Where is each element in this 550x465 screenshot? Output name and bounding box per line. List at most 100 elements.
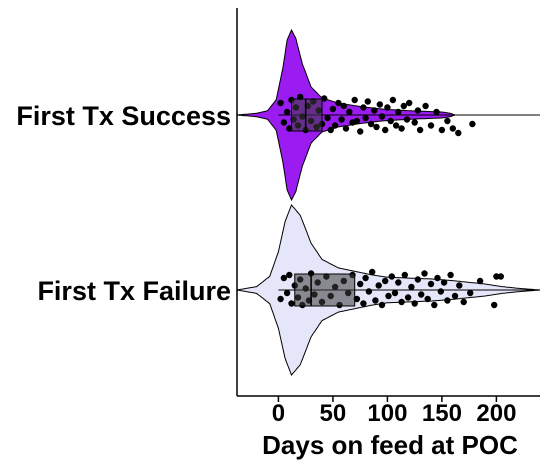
x-tick-label: 200 (476, 400, 516, 427)
data-point (357, 128, 364, 135)
data-point (389, 96, 397, 104)
data-point (416, 126, 424, 134)
data-point (408, 283, 415, 291)
data-point (376, 101, 383, 108)
x-tick-label: 0 (272, 400, 285, 427)
data-point (335, 99, 342, 107)
data-point (369, 268, 376, 276)
data-point (321, 95, 328, 102)
data-point (469, 120, 476, 128)
box-iqr (290, 98, 323, 132)
data-point (283, 289, 291, 297)
data-point (467, 289, 474, 297)
data-point (385, 292, 392, 300)
data-point (421, 270, 428, 277)
box-iqr (294, 273, 356, 307)
violin-group (236, 204, 541, 376)
data-point (411, 119, 418, 126)
data-point (437, 288, 444, 295)
data-point (378, 113, 386, 120)
data-point (424, 295, 431, 303)
data-point (371, 107, 378, 114)
data-point (346, 108, 353, 116)
data-point (444, 297, 451, 304)
data-point (476, 277, 484, 285)
data-point (388, 273, 395, 280)
data-point (362, 274, 369, 282)
data-point (456, 282, 463, 289)
data-point (497, 273, 504, 280)
plot-area (236, 28, 541, 376)
data-point (404, 294, 412, 301)
data-point (375, 282, 382, 289)
x-tick-label: 100 (367, 400, 407, 427)
data-point (382, 126, 389, 134)
axes (236, 8, 540, 397)
data-point (364, 98, 371, 105)
x-axis-title: Days on feed at POC (262, 430, 518, 460)
data-point (422, 102, 429, 110)
data-point (353, 295, 361, 303)
data-point (444, 117, 451, 125)
category-labels: First Tx Success First Tx Failure (16, 101, 231, 306)
data-point (398, 298, 405, 306)
data-point (353, 117, 361, 125)
data-point (357, 280, 364, 288)
data-point (440, 279, 448, 286)
data-point (382, 277, 389, 285)
violin-group (236, 28, 540, 202)
data-point (351, 96, 358, 104)
data-point (362, 114, 369, 122)
data-point (360, 104, 367, 111)
x-tick-label: 50 (320, 400, 347, 427)
x-ticks: 0 50 100 150 200 (272, 396, 516, 427)
x-tick-label: 150 (422, 400, 462, 427)
data-point (338, 116, 345, 123)
data-point (433, 108, 440, 116)
data-point (280, 274, 288, 282)
data-point (340, 102, 347, 110)
data-point (414, 276, 422, 283)
data-point (400, 102, 407, 110)
data-point (331, 122, 339, 129)
data-point (391, 289, 399, 297)
data-point (406, 99, 413, 107)
data-point (283, 108, 291, 116)
data-point (387, 117, 394, 125)
data-point (434, 274, 441, 282)
data-point (455, 129, 462, 137)
data-point (395, 279, 402, 286)
data-point (449, 125, 456, 132)
data-point (327, 126, 334, 134)
data-point (277, 99, 284, 107)
data-point (373, 123, 380, 131)
data-point (365, 288, 373, 295)
category-label: First Tx Failure (37, 276, 231, 306)
data-point (324, 114, 331, 122)
data-point (280, 119, 288, 126)
data-point (288, 300, 295, 307)
data-point (378, 301, 386, 309)
data-point (411, 300, 418, 307)
data-point (384, 104, 391, 111)
data-point (372, 297, 379, 304)
data-point (392, 122, 400, 129)
data-point (401, 271, 408, 279)
data-point (451, 292, 459, 300)
data-point (427, 122, 435, 129)
data-point (395, 108, 402, 116)
data-point (418, 291, 425, 298)
data-point (460, 298, 467, 306)
data-point (438, 126, 446, 134)
data-point (367, 120, 375, 128)
data-point (398, 125, 405, 132)
data-point (360, 300, 367, 307)
data-point (403, 116, 411, 123)
data-point (427, 280, 435, 288)
data-point (491, 301, 498, 309)
data-point (329, 105, 337, 113)
category-label: First Tx Success (16, 101, 231, 131)
data-point (431, 301, 438, 309)
data-point (286, 271, 293, 279)
